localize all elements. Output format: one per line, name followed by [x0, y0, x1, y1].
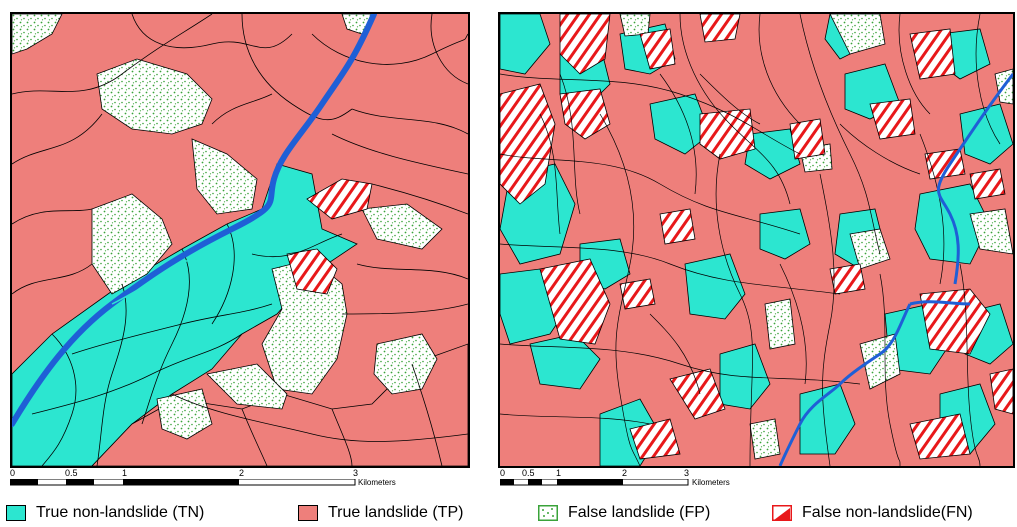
legend-item-fp: False landslide (FP): [538, 502, 710, 524]
legend-item-tp: True landslide (TP): [298, 502, 463, 524]
fn-zone: [306, 178, 373, 220]
scale-tick: 0.5: [522, 468, 535, 478]
scale-tick: 1: [556, 468, 562, 478]
river: [936, 73, 1013, 285]
fp-zones: [619, 14, 1013, 460]
scale-tick: 2: [622, 468, 628, 478]
map-left-canvas: [12, 14, 468, 466]
legend-label: True non-landslide (TN): [36, 504, 205, 521]
scale-tick: 2: [239, 468, 245, 478]
legend-label: False non-landslide(FN): [802, 504, 973, 521]
scale-bar-graphic: [10, 479, 356, 486]
legend-swatch-fp: [538, 505, 558, 521]
scale-tick: 1: [122, 468, 128, 478]
scale-bar-left: 0 0.5 1 2 3 Kilometers: [10, 468, 396, 492]
scale-tick: 0: [500, 468, 506, 478]
scale-bar-graphic: [500, 479, 689, 486]
tn-zones: [500, 14, 1013, 466]
scale-tick: 0.5: [65, 468, 78, 478]
scale-tick: 3: [353, 468, 359, 478]
legend-item-tn: True non-landslide (TN): [6, 502, 204, 524]
scale-tick: 0: [10, 468, 16, 478]
map-left: [10, 12, 470, 468]
fp-zone: [12, 14, 63, 55]
legend-swatch-tp: [298, 505, 318, 521]
fp-zone: [156, 388, 213, 440]
fp-zone: [191, 138, 258, 215]
river: [909, 300, 971, 306]
river: [778, 303, 912, 466]
scale-tick: 3: [684, 468, 690, 478]
fn-zone: [286, 248, 338, 295]
river-channel: [111, 245, 213, 305]
legend: True non-landslide (TN) True landslide (…: [6, 502, 1017, 524]
map-right-canvas: [500, 14, 1013, 466]
legend-label: False landslide (FP): [568, 504, 711, 521]
fp-zone: [361, 203, 443, 250]
river: [12, 14, 377, 427]
legend-swatch-tn: [6, 505, 26, 521]
fp-zone: [96, 58, 213, 135]
scale-bar-right: 0 0.5 1 2 3 Kilometers: [498, 462, 798, 488]
scale-unit: Kilometers: [358, 478, 396, 487]
map-right: [498, 12, 1015, 468]
legend-swatch-fn: [772, 505, 792, 521]
fn-zones: [500, 14, 1013, 460]
fp-zone: [373, 333, 438, 395]
scale-unit: Kilometers: [692, 478, 730, 487]
legend-label: True landslide (TP): [328, 504, 464, 521]
fp-zone: [91, 193, 173, 295]
watershed-boundaries: [500, 14, 1001, 466]
legend-item-fn: False non-landslide(FN): [772, 502, 973, 524]
fp-zone: [206, 363, 288, 410]
